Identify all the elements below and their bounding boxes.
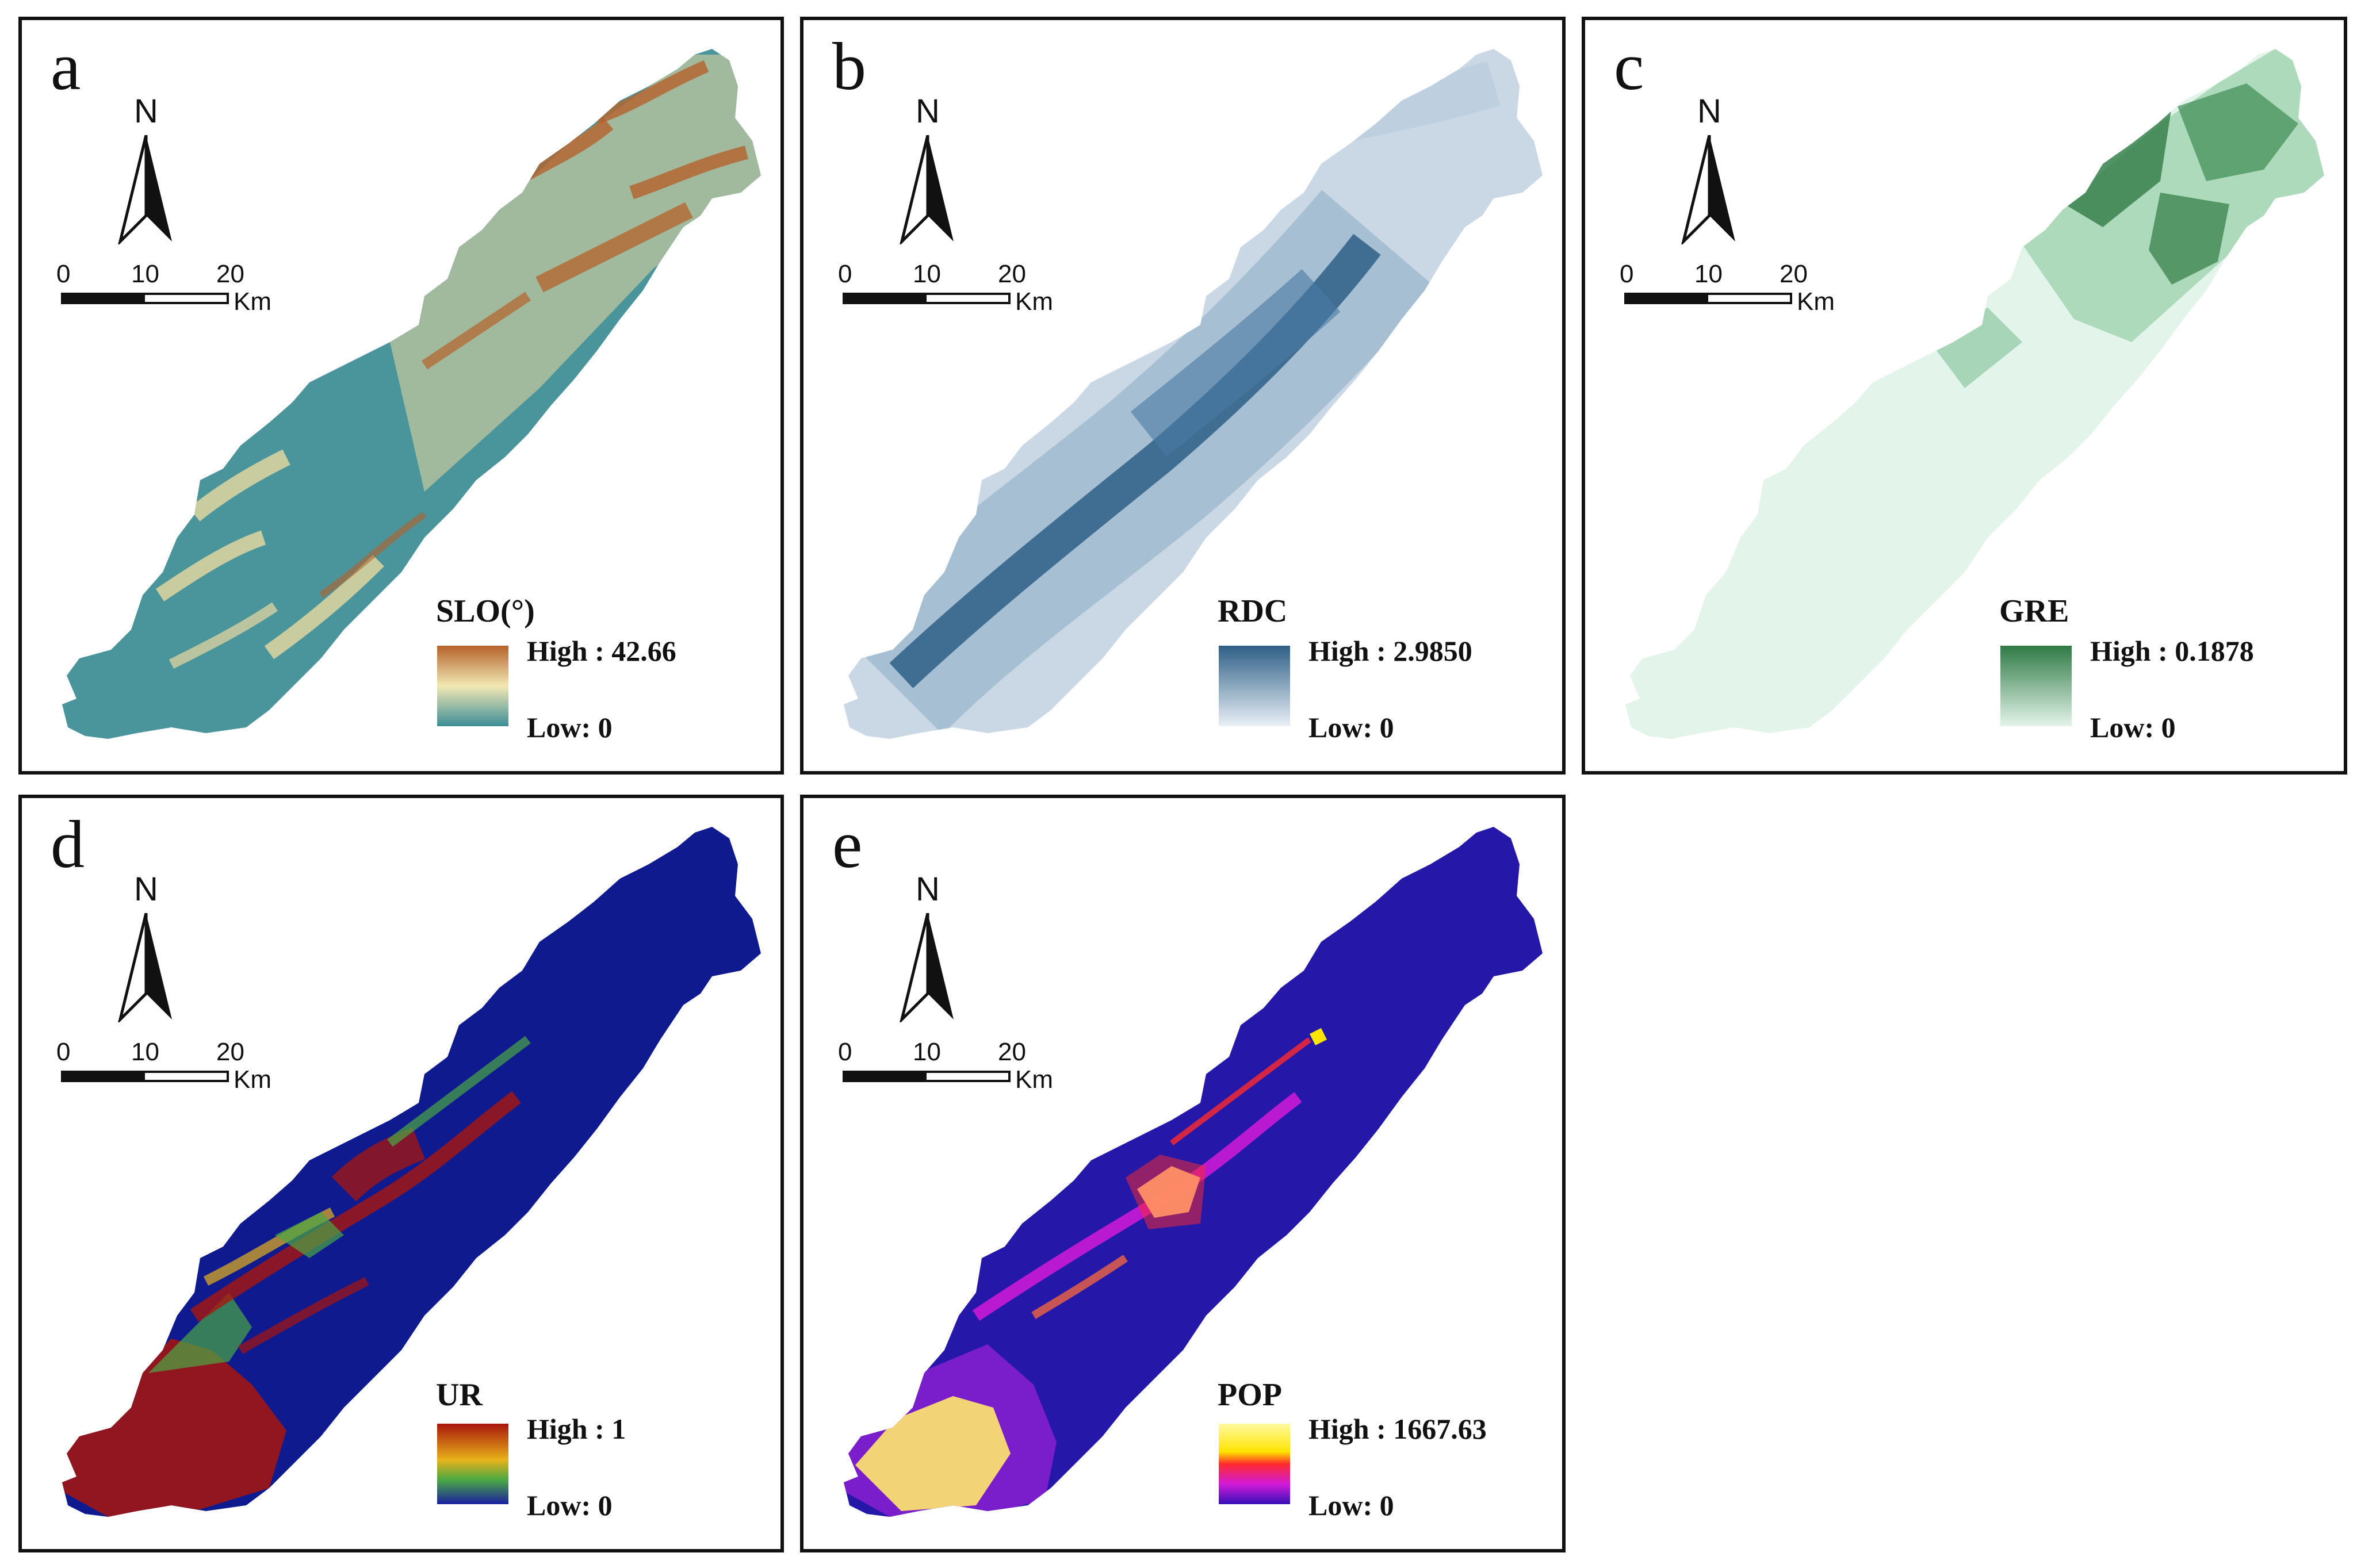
north-label: N <box>1697 93 1721 130</box>
legend-low-label: Low: 0 <box>1308 1489 1394 1521</box>
scale-unit: Km <box>1015 1065 1053 1094</box>
legend-high-label: High : 42.66 <box>527 635 676 667</box>
legend-title: UR <box>436 1377 483 1413</box>
scale-tick-0: 0 <box>1620 260 1634 288</box>
panel-letter: d <box>51 807 85 882</box>
scale-tick-20: 20 <box>998 260 1026 288</box>
scale-bar: 0 10 20 Km <box>56 1040 321 1097</box>
north-arrow-icon <box>118 913 172 1022</box>
scale-bar: 0 10 20 Km <box>1620 262 1884 319</box>
scale-tick-20: 20 <box>216 1038 244 1066</box>
scale-tick-20: 20 <box>998 1038 1026 1066</box>
panel-rdc: b N 0 10 20 Km RDC High : 2.9850 Low: 0 <box>800 17 1566 775</box>
legend-color-ramp <box>1219 646 1290 726</box>
scale-tick-0: 0 <box>838 1038 852 1066</box>
legend-low-label: Low: 0 <box>527 711 613 743</box>
legend-color-ramp <box>2000 646 2072 726</box>
legend-title: GRE <box>1999 593 2069 629</box>
scale-tick-0: 0 <box>838 260 852 288</box>
scale-unit: Km <box>1015 287 1053 316</box>
legend-color-ramp <box>437 1424 508 1504</box>
panel-pop: e N 0 10 20 Km POP High : 1667.63 Low: 0 <box>800 795 1566 1552</box>
gre-map <box>1625 49 2324 739</box>
slope-map <box>62 49 761 739</box>
scale-tick-10: 10 <box>913 260 941 288</box>
pop-texture <box>844 1028 1327 1517</box>
legend-high-label: High : 2.9850 <box>1308 635 1472 667</box>
north-label: N <box>134 871 158 908</box>
north-arrow-icon <box>900 135 954 244</box>
ur-map <box>62 827 761 1517</box>
panel-letter: b <box>832 29 866 104</box>
rdc-texture <box>844 61 1501 735</box>
legend-low-label: Low: 0 <box>527 1489 613 1521</box>
legend-title: RDC <box>1218 593 1288 629</box>
scale-tick-20: 20 <box>1780 260 1808 288</box>
panel-letter: c <box>1614 29 1644 104</box>
scale-tick-10: 10 <box>131 1038 159 1066</box>
ur-texture <box>62 1036 531 1517</box>
legend-color-ramp <box>437 646 508 726</box>
legend-high-label: High : 1 <box>527 1413 626 1445</box>
legend-title: POP <box>1218 1377 1282 1413</box>
scale-bar: 0 10 20 Km <box>838 1040 1103 1097</box>
north-arrow-icon <box>118 135 172 244</box>
pop-map <box>844 827 1543 1517</box>
scale-unit: Km <box>1797 287 1835 316</box>
scale-bar-graphic <box>1624 293 1792 304</box>
scale-bar-graphic <box>61 1071 229 1082</box>
panel-letter: e <box>832 807 863 882</box>
scale-unit: Km <box>234 1065 271 1094</box>
panel-ur: d N 0 10 20 Km UR High : 1 Low: 0 <box>18 795 784 1552</box>
north-label: N <box>916 871 940 908</box>
scale-bar: 0 10 20 Km <box>56 262 321 319</box>
slope-texture <box>155 55 761 669</box>
north-arrow-icon <box>1681 135 1735 244</box>
scale-tick-0: 0 <box>56 260 71 288</box>
legend-high-label: High : 1667.63 <box>1308 1413 1487 1445</box>
scale-tick-10: 10 <box>131 260 159 288</box>
panel-letter: a <box>51 29 81 104</box>
legend-low-label: Low: 0 <box>2090 711 2176 743</box>
legend-color-ramp <box>1219 1424 1290 1504</box>
legend-title: SLO(°) <box>436 593 535 629</box>
panel-slope: a N 0 10 20 Km SLO(°) High : 42.66 Low: … <box>18 17 784 775</box>
scale-bar-graphic <box>843 1071 1011 1082</box>
legend-high-label: High : 0.1878 <box>2090 635 2254 667</box>
north-arrow-icon <box>900 913 954 1022</box>
scale-tick-10: 10 <box>1694 260 1723 288</box>
scale-tick-10: 10 <box>913 1038 941 1066</box>
scale-tick-20: 20 <box>216 260 244 288</box>
north-label: N <box>916 93 940 130</box>
scale-bar-graphic <box>61 293 229 304</box>
panel-gre: c N 0 10 20 Km GRE High : 0.1878 Low: 0 <box>1582 17 2347 775</box>
scale-tick-0: 0 <box>56 1038 71 1066</box>
north-label: N <box>134 93 158 130</box>
scale-bar-graphic <box>843 293 1011 304</box>
rdc-map <box>844 49 1543 739</box>
scale-bar: 0 10 20 Km <box>838 262 1103 319</box>
legend-low-label: Low: 0 <box>1308 711 1394 743</box>
scale-unit: Km <box>234 287 271 316</box>
